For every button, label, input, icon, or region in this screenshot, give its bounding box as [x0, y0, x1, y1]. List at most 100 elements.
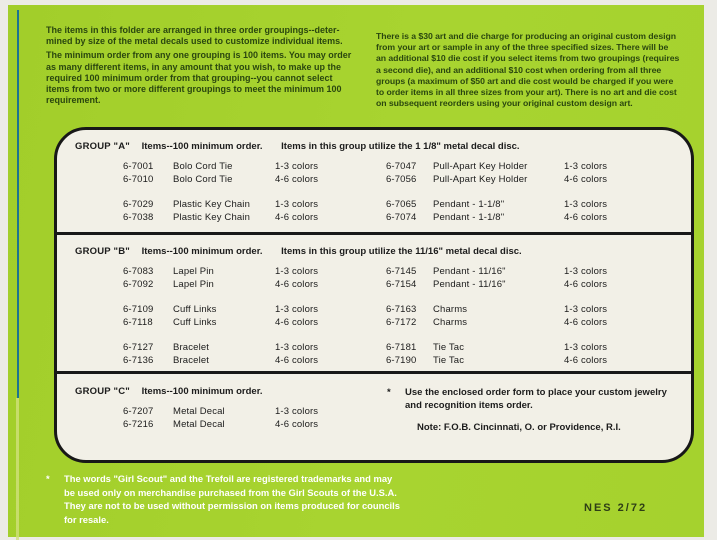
trademark-note-lines: The words "Girl Scout" and the Trefoil a…	[64, 472, 400, 526]
item-row: 6-7207 Metal Decal 1-3 colors	[123, 405, 376, 418]
item-number: 6-7163	[386, 304, 417, 315]
group-a-items-left: 6-7001 Bolo Cord Tie 1-3 colors 6-7010 Bolo …	[75, 160, 376, 224]
item-number: 6-7190	[386, 355, 417, 366]
group-c-items-left: 6-7207 Metal Decal 1-3 colors 6-7216 Metal D…	[75, 405, 376, 431]
text-line: required 100 minimum order from that gro…	[46, 72, 333, 83]
text-line: Use the enclosed order form to place you…	[405, 387, 667, 398]
item-row: 6-7074 Pendant - 1-1/8" 4-6 colors	[386, 211, 677, 224]
item-name: Bracelet	[173, 342, 210, 353]
group-c-section: GROUP "C" Items--100 minimum order. 6-72…	[57, 374, 691, 460]
item-colors: 4-6 colors	[564, 317, 608, 328]
asterisk-marker: *	[387, 387, 391, 398]
item-colors: 1-3 colors	[275, 266, 319, 277]
left-edge-fade	[16, 398, 19, 540]
item-row: 6-7172 Charms 4-6 colors	[386, 316, 677, 329]
green-page-background: The items in this folder are arranged in…	[8, 5, 704, 540]
item-number: 6-7029	[123, 199, 154, 210]
item-name: Bolo Cord Tie	[173, 174, 233, 185]
item-number: 6-7118	[123, 317, 153, 328]
group-a-section: GROUP "A" Items--100 minimum order. Item…	[57, 130, 691, 235]
item-name: Pendant - 11/16"	[433, 279, 506, 290]
item-number: 6-7010	[123, 174, 154, 185]
item-row: 6-7118 Cuff Links 4-6 colors	[123, 316, 376, 329]
item-number: 6-7047	[386, 161, 417, 172]
group-b-name: GROUP "B"	[75, 246, 130, 257]
item-colors: 4-6 colors	[275, 279, 319, 290]
group-a-items-right: 6-7047 Pull-Apart Key Holder 1-3 colors 6-7…	[376, 160, 677, 224]
item-number: 6-7145	[386, 266, 417, 277]
item-row: 6-7010 Bolo Cord Tie 4-6 colors	[123, 173, 376, 186]
item-name: Pendant - 11/16"	[433, 266, 506, 277]
item-number: 6-7127	[123, 342, 154, 353]
item-colors: 4-6 colors	[275, 355, 319, 366]
text-line: The words "Girl Scout" and the Trefoil a…	[64, 473, 393, 484]
text-line: an additional $10 die cost if you select…	[376, 53, 680, 64]
text-line: and recognition items order.	[405, 400, 533, 411]
intro-paragraph-right: There is a $30 art and die charge for pr…	[376, 31, 679, 109]
text-line: They are not to be used without permissi…	[64, 500, 400, 512]
item-number: 6-7216	[123, 419, 154, 430]
item-row: 6-7136 Bracelet 4-6 colors	[123, 354, 376, 367]
item-number: 6-7038	[123, 212, 154, 223]
item-number: 6-7065	[386, 199, 417, 210]
item-name: Cuff Links	[173, 317, 217, 328]
group-a-size-note: Items in this group utilize the 1 1/8" m…	[281, 141, 520, 152]
text-line: on subsequent reorders using your origin…	[376, 98, 633, 109]
item-number: 6-7207	[123, 406, 154, 417]
item-row: 6-7127 Bracelet 1-3 colors	[123, 341, 376, 354]
text-line: as many different items, in any amount t…	[46, 61, 342, 72]
text-line: The minimum order from any one grouping …	[46, 50, 352, 61]
item-number: 6-7172	[386, 317, 417, 328]
item-colors: 1-3 colors	[564, 161, 608, 172]
group-b-header: GROUP "B" Items--100 minimum order. Item…	[75, 246, 677, 257]
item-name: Lapel Pin	[173, 279, 214, 290]
item-number: 6-7001	[123, 161, 154, 172]
item-colors: 4-6 colors	[275, 212, 319, 223]
item-row: 6-7001 Bolo Cord Tie 1-3 colors	[123, 160, 376, 173]
left-edge-stripe	[17, 10, 19, 398]
asterisk-marker: *	[46, 473, 50, 484]
intro-left-paragraph-2: The minimum order from any one grouping …	[46, 50, 351, 106]
text-line: a second die), and an additional $10 cos…	[376, 64, 662, 75]
item-colors: 4-6 colors	[564, 174, 608, 185]
item-colors: 1-3 colors	[275, 342, 319, 353]
fob-note: Note: F.O.B. Cincinnati, O. or Providenc…	[417, 422, 621, 433]
text-line: from your art or sample in any of the th…	[376, 42, 669, 53]
item-number: 6-7181	[386, 342, 417, 353]
item-name: Pendant - 1-1/8"	[433, 199, 505, 210]
text-line: to order items in all three sizes from y…	[376, 87, 677, 98]
item-name: Bolo Cord Tie	[173, 161, 233, 172]
item-colors: 4-6 colors	[564, 355, 608, 366]
item-name: Lapel Pin	[173, 266, 214, 277]
text-line: mined by size of the metal decals used t…	[46, 36, 343, 47]
group-c-name: GROUP "C"	[75, 386, 130, 397]
item-row: 6-7065 Pendant - 1-1/8" 1-3 colors	[386, 198, 677, 211]
item-number: 6-7136	[123, 355, 154, 366]
item-row: 6-7038 Plastic Key Chain 4-6 colors	[123, 211, 376, 224]
item-row: 6-7181 Tie Tac 1-3 colors	[386, 341, 677, 354]
group-b-size-note: Items in this group utilize the 11/16" m…	[281, 246, 522, 257]
item-name: Metal Decal	[173, 406, 225, 417]
item-name: Metal Decal	[173, 419, 225, 430]
item-colors: 1-3 colors	[564, 342, 608, 353]
item-colors: 1-3 colors	[275, 406, 319, 417]
item-row: 6-7083 Lapel Pin 1-3 colors	[123, 265, 376, 278]
item-row: 6-7029 Plastic Key Chain 1-3 colors	[123, 198, 376, 211]
item-colors: 4-6 colors	[275, 419, 319, 430]
item-name: Plastic Key Chain	[173, 212, 251, 223]
text-line: requirement.	[46, 95, 101, 106]
item-colors: 4-6 colors	[275, 317, 319, 328]
group-a-name: GROUP "A"	[75, 141, 130, 152]
group-a-order-note: Items--100 minimum order.	[141, 141, 263, 152]
intro-left-paragraph-1: The items in this folder are arranged in…	[46, 25, 351, 47]
item-name: Tie Tac	[433, 342, 465, 353]
group-a-header: GROUP "A" Items--100 minimum order. Item…	[75, 141, 677, 152]
item-colors: 1-3 colors	[275, 199, 319, 210]
item-colors: 1-3 colors	[564, 199, 608, 210]
order-form-note-lines: Use the enclosed order form to place you…	[405, 386, 683, 412]
item-row: 6-7163 Charms 1-3 colors	[386, 303, 677, 316]
item-name: Cuff Links	[173, 304, 217, 315]
item-row: 6-7056 Pull-Apart Key Holder 4-6 colors	[386, 173, 677, 186]
item-name: Charms	[433, 317, 468, 328]
